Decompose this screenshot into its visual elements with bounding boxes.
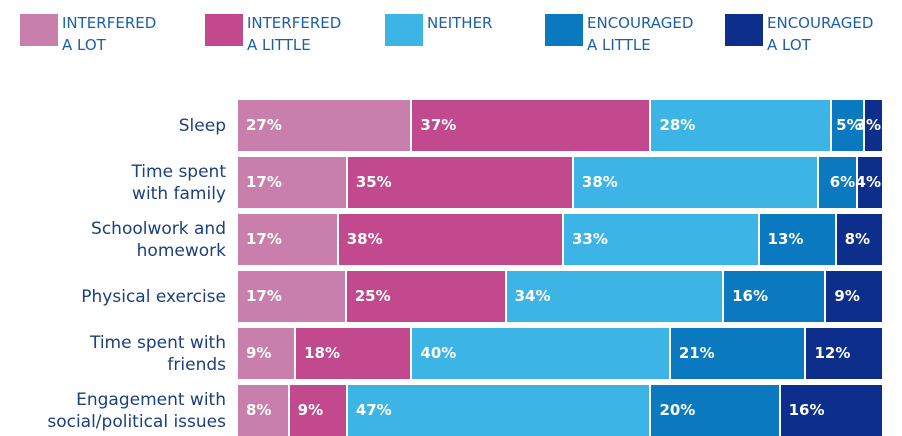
bar-segment — [724, 271, 827, 322]
bar-segment — [651, 385, 781, 436]
bar-segment — [826, 271, 884, 322]
data-label: 20% — [659, 401, 696, 419]
bar-segment — [651, 100, 833, 151]
data-label: 9% — [834, 287, 860, 305]
bar-segment — [806, 328, 884, 379]
bar-segment — [338, 214, 564, 265]
data-label: 47% — [355, 401, 392, 419]
legend-swatch — [205, 14, 243, 46]
category-label: Schoolwork and homework — [91, 218, 226, 261]
data-label: 18% — [304, 344, 341, 362]
legend-swatch — [725, 14, 763, 46]
data-label: 17% — [246, 230, 282, 248]
data-label: 8% — [844, 230, 871, 248]
bar-segment — [238, 271, 347, 322]
bar-segment — [238, 214, 339, 265]
data-label: 17% — [246, 287, 282, 305]
bar-segment — [563, 214, 760, 265]
category-label: Engagement with social/political issues — [47, 389, 226, 432]
data-label: 13% — [767, 230, 804, 248]
bar-segment — [346, 271, 507, 322]
data-label: 5% — [836, 116, 862, 134]
bar-segment — [347, 157, 574, 208]
legend-label: NEITHER — [427, 14, 493, 32]
data-label: 40% — [420, 344, 457, 362]
bar-segment — [780, 385, 884, 436]
legend-swatch — [20, 14, 58, 46]
data-label: 3% — [855, 116, 881, 134]
legend-swatch — [385, 14, 423, 46]
data-label: 34% — [514, 287, 551, 305]
category-label: Time spent with friends — [89, 332, 226, 375]
bar-segment — [347, 385, 652, 436]
legend-label: INTERFERED A LOT — [62, 14, 157, 54]
data-label: 17% — [246, 173, 282, 191]
data-label: 8% — [246, 401, 272, 419]
data-label: 6% — [829, 173, 856, 191]
bar-segment — [864, 100, 884, 151]
bar-segment — [238, 100, 413, 151]
bar-segment — [819, 157, 859, 208]
data-label: 33% — [571, 230, 608, 248]
bar-segment — [238, 385, 290, 436]
bar-segment — [858, 157, 884, 208]
category-label: Sleep — [178, 115, 226, 136]
legend-label: ENCOURAGED A LOT — [767, 14, 874, 54]
data-label: 9% — [246, 344, 272, 362]
bar-segment — [506, 271, 725, 322]
data-label: 4% — [855, 173, 881, 191]
category-label: Physical exercise — [81, 286, 226, 307]
bar-segment — [670, 328, 807, 379]
bar-segment — [412, 100, 652, 151]
bar-segment — [238, 157, 348, 208]
data-label: 35% — [355, 173, 392, 191]
bar-segment — [573, 157, 820, 208]
data-label: 12% — [814, 344, 851, 362]
legend-label: INTERFERED A LITTLE — [247, 14, 342, 54]
data-label: 16% — [732, 287, 768, 305]
data-label: 25% — [354, 287, 391, 305]
data-label: 9% — [297, 401, 324, 419]
bar-segment — [289, 385, 348, 436]
data-label: 38% — [581, 173, 618, 191]
data-label: 21% — [678, 344, 715, 362]
category-label: Time spent with family — [131, 161, 226, 204]
data-label: 38% — [346, 230, 383, 248]
bar-segment — [832, 100, 865, 151]
bar-segment — [836, 214, 884, 265]
data-label: 28% — [659, 116, 696, 134]
legend-label: ENCOURAGED A LITTLE — [587, 14, 694, 54]
bar-segment — [296, 328, 413, 379]
bar-segment — [238, 328, 297, 379]
bar-segment — [759, 214, 837, 265]
bar-segment — [412, 328, 671, 379]
data-label: 37% — [420, 116, 457, 134]
data-label: 16% — [788, 401, 825, 419]
data-label: 27% — [246, 116, 282, 134]
legend-swatch — [545, 14, 583, 46]
